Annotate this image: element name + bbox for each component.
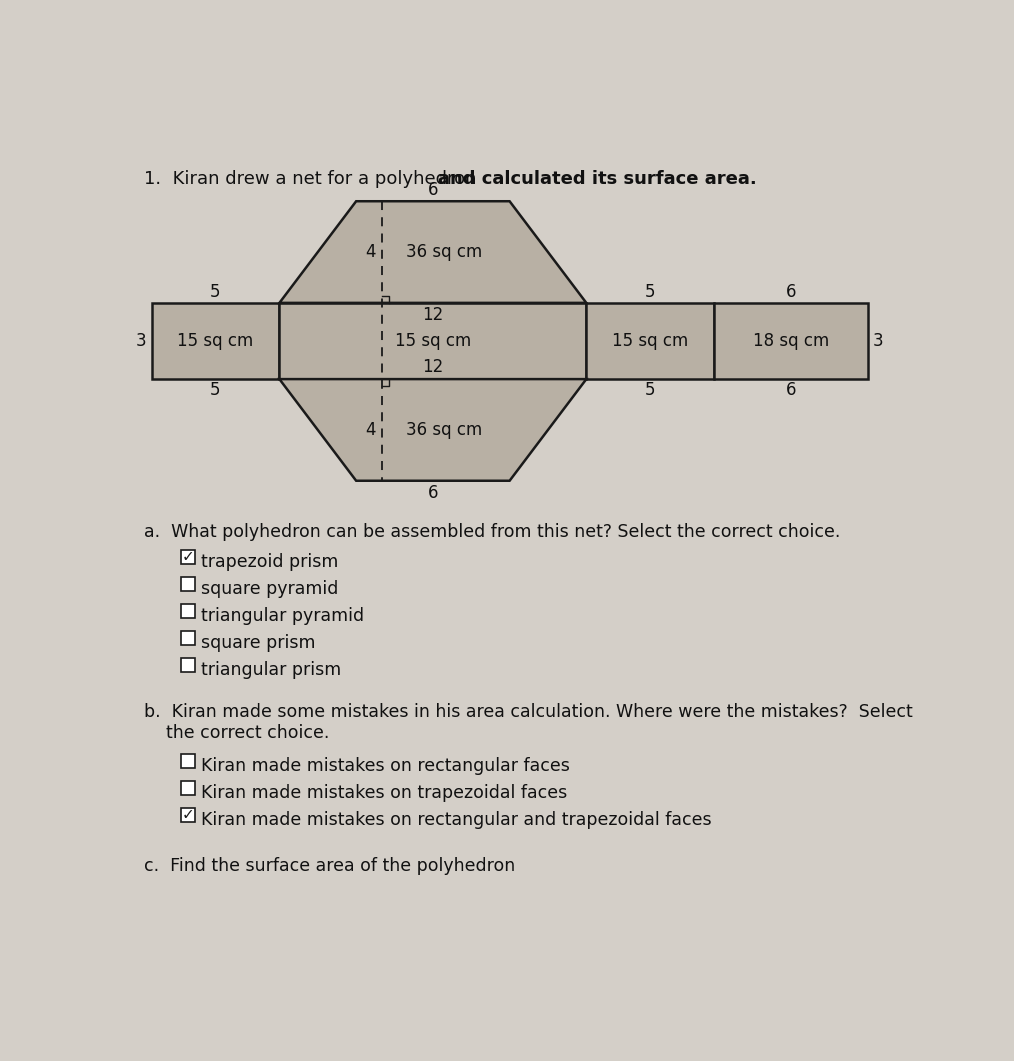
Text: 6: 6	[428, 181, 438, 199]
Text: 4: 4	[365, 243, 375, 261]
Bar	[586, 302, 714, 379]
Text: 3: 3	[872, 332, 883, 350]
Bar	[182, 808, 195, 822]
Text: 18 sq cm: 18 sq cm	[752, 332, 829, 350]
Text: 4: 4	[365, 421, 375, 439]
Text: Kiran made mistakes on rectangular and trapezoidal faces: Kiran made mistakes on rectangular and t…	[201, 811, 712, 829]
Bar	[714, 302, 868, 379]
Text: the correct choice.: the correct choice.	[144, 724, 330, 742]
Text: ✓: ✓	[182, 807, 195, 822]
Text: a.  What polyhedron can be assembled from this net? Select the correct choice.: a. What polyhedron can be assembled from…	[144, 523, 841, 541]
Text: 5: 5	[210, 381, 221, 399]
Text: square pyramid: square pyramid	[201, 580, 339, 598]
Text: b.  Kiran made some mistakes in his area calculation. Where were the mistakes?  : b. Kiran made some mistakes in his area …	[144, 702, 913, 720]
Text: 5: 5	[645, 381, 655, 399]
Text: and calculated its surface area.: and calculated its surface area.	[438, 170, 757, 188]
Text: 6: 6	[786, 283, 796, 301]
Text: c.  Find the surface area of the polyhedron: c. Find the surface area of the polyhedr…	[144, 856, 515, 874]
Text: 6: 6	[428, 484, 438, 502]
Text: 6: 6	[786, 381, 796, 399]
Text: Kiran made mistakes on rectangular faces: Kiran made mistakes on rectangular faces	[201, 758, 570, 776]
Text: triangular pyramid: triangular pyramid	[201, 607, 364, 625]
Text: 5: 5	[210, 283, 221, 301]
Text: 5: 5	[645, 283, 655, 301]
Bar	[151, 302, 280, 379]
Text: trapezoid prism: trapezoid prism	[201, 553, 339, 571]
Bar	[182, 754, 195, 768]
Text: 12: 12	[422, 307, 443, 325]
Text: 1.  Kiran drew a net for a polyhedron: 1. Kiran drew a net for a polyhedron	[144, 170, 482, 188]
Text: 15 sq cm: 15 sq cm	[177, 332, 254, 350]
Polygon shape	[280, 379, 586, 481]
Bar	[182, 577, 195, 591]
Bar	[280, 302, 586, 379]
Text: triangular prism: triangular prism	[201, 661, 342, 679]
Text: Kiran made mistakes on trapezoidal faces: Kiran made mistakes on trapezoidal faces	[201, 784, 568, 802]
Polygon shape	[280, 202, 586, 302]
Bar	[182, 781, 195, 795]
Text: 12: 12	[422, 358, 443, 376]
Bar	[182, 658, 195, 672]
Bar	[182, 604, 195, 618]
Bar	[182, 631, 195, 645]
Text: 36 sq cm: 36 sq cm	[407, 421, 483, 439]
Text: 3: 3	[136, 332, 147, 350]
Text: square prism: square prism	[201, 634, 315, 651]
Text: 15 sq cm: 15 sq cm	[394, 332, 470, 350]
Bar	[182, 550, 195, 563]
Text: ✓: ✓	[182, 550, 195, 564]
Text: 15 sq cm: 15 sq cm	[612, 332, 689, 350]
Text: 36 sq cm: 36 sq cm	[407, 243, 483, 261]
